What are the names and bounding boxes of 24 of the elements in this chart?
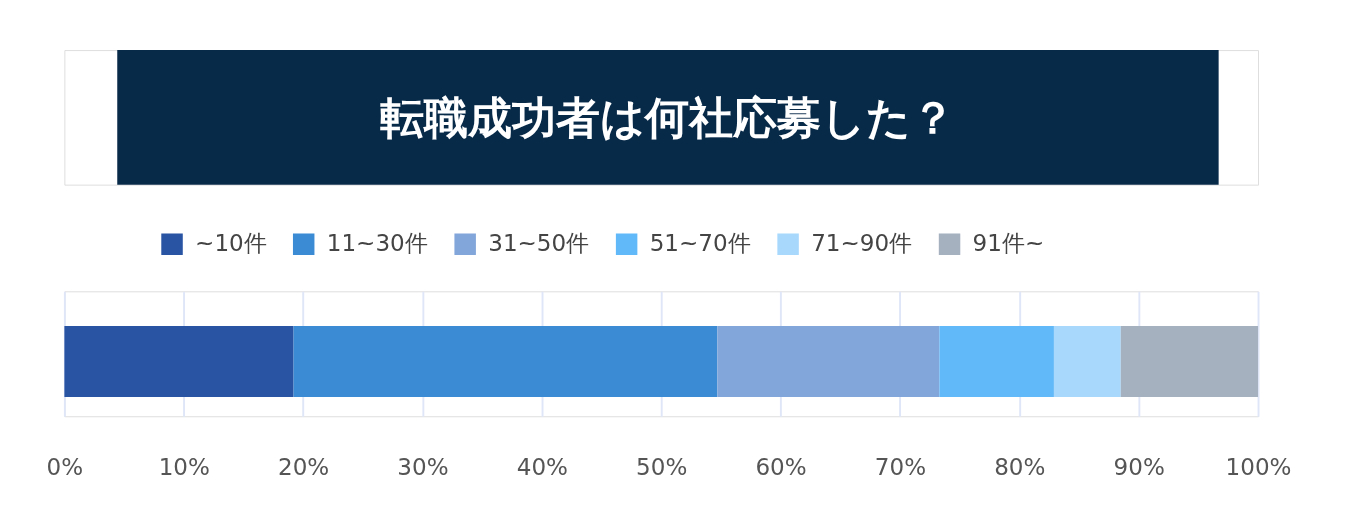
x-tick-label: 50% (636, 454, 688, 481)
legend-label: ~10件 (195, 229, 267, 256)
legend-label: 91件~ (972, 229, 1045, 256)
x-tick-label: 0% (46, 454, 84, 481)
legend-label: 11~30件 (326, 229, 428, 256)
x-tick-label: 40% (516, 454, 568, 481)
chart-title: 転職成功者は何社応募した？ (380, 91, 956, 143)
bar (939, 325, 1054, 398)
x-tick-label: 80% (994, 454, 1046, 481)
x-tick-label: 10% (158, 454, 210, 481)
x-tick-label: 70% (874, 454, 927, 481)
x-tick-label: 90% (1113, 454, 1165, 481)
bar (293, 325, 718, 398)
bar (1120, 325, 1259, 398)
x-tick-label: 30% (397, 454, 449, 481)
bar (64, 325, 294, 398)
bar (717, 325, 940, 398)
x-tick-label: 100% (1225, 454, 1292, 481)
legend-label: 71~90件 (811, 229, 913, 256)
legend-label: 31~50件 (488, 229, 590, 256)
x-tick-label: 60% (755, 454, 807, 481)
bar (1053, 325, 1121, 398)
legend-label: 51~70件 (649, 229, 751, 256)
x-tick-label: 20% (277, 454, 330, 481)
